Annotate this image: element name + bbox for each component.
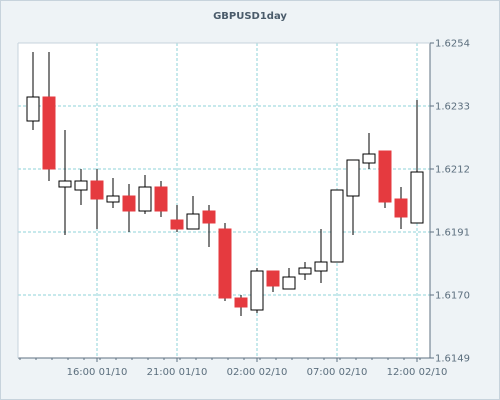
candle-body-up bbox=[106, 195, 120, 203]
candle-body-down bbox=[234, 297, 248, 308]
candle-body-down bbox=[42, 96, 56, 170]
x-tick-label: 16:00 01/10 bbox=[67, 367, 128, 378]
x-tick-label: 02:00 02/10 bbox=[227, 367, 288, 378]
y-tick-label: 1.6149 bbox=[435, 354, 470, 365]
candle-body-down bbox=[378, 150, 392, 203]
candle-body-down bbox=[202, 210, 216, 224]
candle-body-up bbox=[282, 276, 296, 290]
candle-layer bbox=[26, 52, 424, 316]
y-tick-label: 1.6170 bbox=[435, 291, 470, 302]
x-tick-label: 07:00 02/10 bbox=[307, 367, 368, 378]
candle-body-up bbox=[74, 180, 88, 191]
axis-layer: 1.6254 1.6233 1.6212 1.6191 1.6170 1.6149 16:0… bbox=[17, 39, 470, 378]
y-tick-label: 1.6212 bbox=[435, 165, 470, 176]
candle-body-up bbox=[410, 171, 424, 224]
candle-body-down bbox=[122, 195, 136, 212]
candle-body-up bbox=[330, 189, 344, 263]
candle-body-up bbox=[26, 96, 40, 122]
candle-body-down bbox=[90, 180, 104, 200]
candle-body-up bbox=[138, 186, 152, 212]
y-tick-label: 1.6191 bbox=[435, 228, 470, 239]
y-tick-label: 1.6233 bbox=[435, 102, 470, 113]
candle-body-up bbox=[362, 153, 376, 164]
chart-title: GBPUSD1day bbox=[213, 11, 287, 22]
candle-body-down bbox=[154, 186, 168, 212]
candle-body-up bbox=[298, 267, 312, 275]
candle-body-down bbox=[266, 270, 280, 287]
candle-body-up bbox=[314, 261, 328, 272]
plot-area bbox=[18, 43, 430, 358]
x-tick-label: 21:00 01/10 bbox=[147, 367, 208, 378]
candle-body-down bbox=[170, 219, 184, 230]
candle-body-up bbox=[58, 180, 72, 188]
candle-body-up bbox=[346, 159, 360, 197]
candle-body-down bbox=[218, 228, 232, 299]
candle-body-up bbox=[250, 270, 264, 311]
x-tick-label: 12:00 02/10 bbox=[387, 367, 448, 378]
candle-body-down bbox=[394, 198, 408, 218]
y-tick-label: 1.6254 bbox=[435, 39, 470, 50]
candle-body-up bbox=[186, 213, 200, 230]
